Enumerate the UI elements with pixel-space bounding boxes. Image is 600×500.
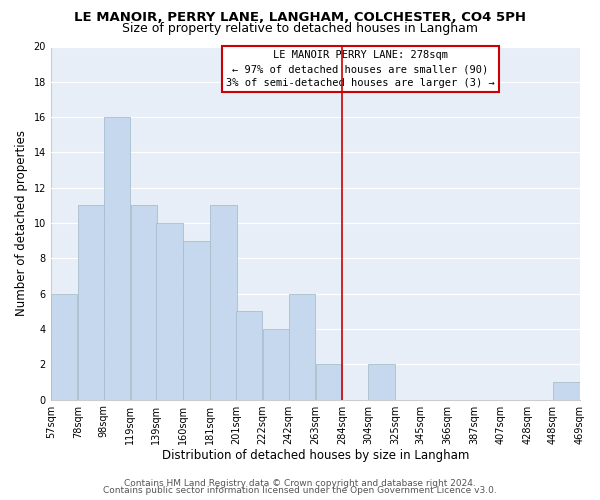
Bar xyxy=(131,206,157,400)
Bar xyxy=(316,364,342,400)
Text: Size of property relative to detached houses in Langham: Size of property relative to detached ho… xyxy=(122,22,478,35)
X-axis label: Distribution of detached houses by size in Langham: Distribution of detached houses by size … xyxy=(162,450,469,462)
Text: Contains public sector information licensed under the Open Government Licence v3: Contains public sector information licen… xyxy=(103,486,497,495)
Bar xyxy=(236,312,262,400)
Bar xyxy=(78,206,104,400)
Bar xyxy=(553,382,580,400)
Bar xyxy=(263,329,289,400)
Bar xyxy=(157,223,183,400)
Y-axis label: Number of detached properties: Number of detached properties xyxy=(15,130,28,316)
Bar xyxy=(51,294,77,400)
Bar xyxy=(104,117,130,400)
Text: Contains HM Land Registry data © Crown copyright and database right 2024.: Contains HM Land Registry data © Crown c… xyxy=(124,478,476,488)
Text: LE MANOIR PERRY LANE: 278sqm
← 97% of detached houses are smaller (90)
3% of sem: LE MANOIR PERRY LANE: 278sqm ← 97% of de… xyxy=(226,50,495,88)
Bar xyxy=(211,206,237,400)
Text: LE MANOIR, PERRY LANE, LANGHAM, COLCHESTER, CO4 5PH: LE MANOIR, PERRY LANE, LANGHAM, COLCHEST… xyxy=(74,11,526,24)
Bar xyxy=(184,240,210,400)
Bar xyxy=(368,364,395,400)
Bar xyxy=(289,294,315,400)
